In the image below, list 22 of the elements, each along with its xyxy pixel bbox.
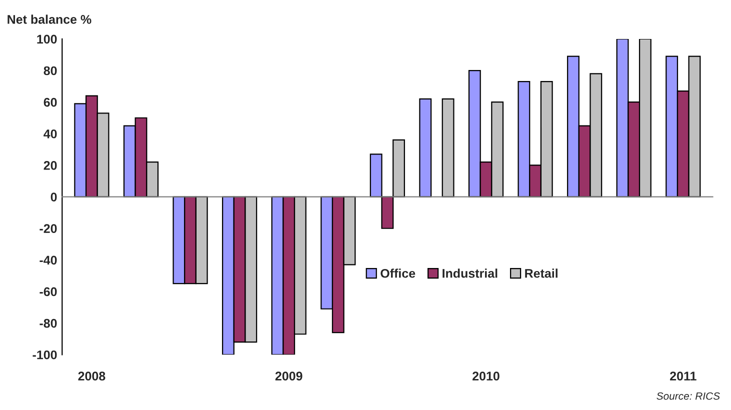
x-tick-label: 2011 <box>670 372 696 380</box>
y-tick-label: 60 <box>44 98 57 107</box>
x-tick-label: 2009 <box>275 372 302 380</box>
source-note: Source: RICS <box>656 392 720 400</box>
y-tick-label: -100 <box>32 350 57 360</box>
y-tick-label: 0 <box>50 192 57 202</box>
y-tick-label: -80 <box>40 318 57 328</box>
legend-label: Retail <box>525 268 558 278</box>
x-tick-label: 2008 <box>78 372 106 380</box>
y-tick-label: 40 <box>44 129 57 138</box>
y-tick-label: 20 <box>44 161 57 170</box>
y-tick-label: -40 <box>40 256 57 265</box>
legend-label: Industrial <box>442 268 498 278</box>
bar <box>419 98 432 198</box>
y-tick-label: -60 <box>40 287 57 296</box>
y-tick-label: 100 <box>37 34 57 44</box>
x-tick-label: 2010 <box>472 372 500 380</box>
y-tick-label: 80 <box>44 66 57 76</box>
bar <box>442 98 454 198</box>
y-tick-label: -20 <box>40 224 57 234</box>
y-axis-title: Net balance % <box>8 14 92 24</box>
legend-label: Office <box>380 268 416 278</box>
